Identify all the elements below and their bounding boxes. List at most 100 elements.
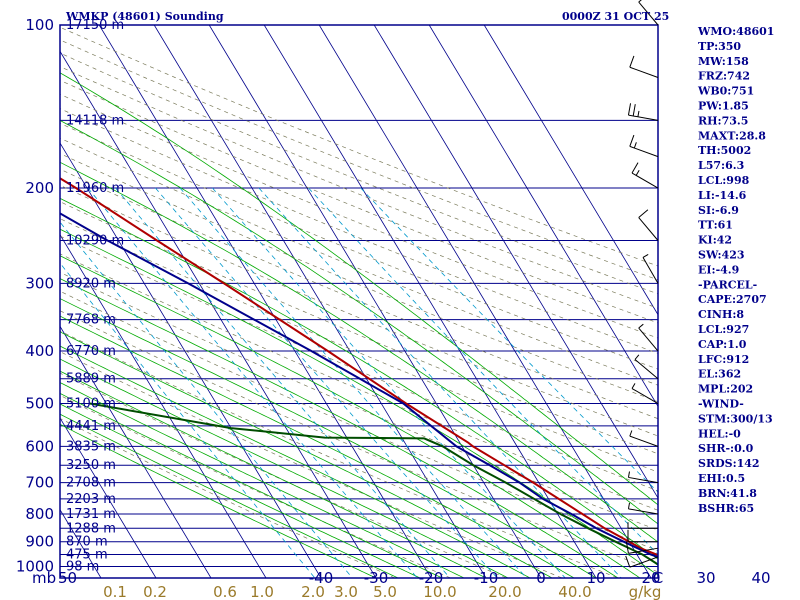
height-label: 14118 m	[66, 113, 124, 128]
wind-barb	[627, 471, 659, 484]
index-item: SHR-:0.0	[698, 442, 754, 455]
wind-barb	[638, 209, 659, 241]
mixing-ratio-unit: g/kg	[629, 583, 662, 600]
index-item: TH:5002	[698, 144, 751, 157]
index-item: BSHR:65	[698, 502, 754, 515]
wind-barb	[638, 323, 659, 352]
mixing-ratio-line	[212, 187, 566, 578]
wind-barb	[629, 430, 659, 447]
mixing-ratio-line	[115, 187, 451, 578]
sounding-profiles	[60, 177, 658, 566]
dry-adiabat	[60, 201, 658, 455]
index-item: MAXT:28.8	[698, 129, 766, 142]
moist-adiabat	[60, 120, 658, 525]
index-item: TT:61	[698, 219, 733, 232]
height-label: 5100 m	[66, 397, 116, 412]
mixing-ratio-line	[308, 187, 658, 555]
moist-adiabat	[60, 403, 421, 578]
plot-frame	[59, 24, 659, 579]
mixing-ratio-label: 1.0	[250, 583, 274, 600]
moist-adiabat	[60, 423, 377, 578]
mixing-ratio-label: 0.1	[103, 583, 127, 600]
dry-adiabat	[60, 122, 658, 370]
index-item: HEL:-0	[698, 427, 741, 440]
top-height-label: 17150 m	[66, 18, 124, 33]
mixing-ratio-label: 0.6	[213, 583, 237, 600]
height-label: 475 m	[66, 547, 108, 562]
moist-adiabat	[60, 72, 658, 506]
stability-indices: WMO:48601 TP:350 MW:158 FRZ:742 WB0:751 PW:1.…	[697, 25, 774, 515]
index-item: EI:-4.9	[698, 263, 739, 276]
dry-adiabat	[60, 153, 658, 403]
index-item: BRN:41.8	[698, 487, 757, 500]
index-item: EHI:0.5	[698, 472, 745, 485]
dry-adiabat	[60, 310, 658, 573]
index-item: CAP:1.0	[698, 338, 747, 351]
isotherm-line	[60, 233, 267, 578]
temperature-tick-label: 40	[751, 569, 770, 587]
height-label: 1731 m	[66, 507, 116, 522]
wind-barb	[638, 0, 659, 26]
wind-barb	[634, 354, 659, 380]
pressure-tick-label: 300	[25, 274, 54, 292]
pressure-unit-label: mb	[32, 569, 56, 587]
height-label: 98 m	[66, 560, 99, 575]
isotherm-line	[373, 25, 658, 499]
isotherm-line	[483, 25, 658, 316]
mixing-ratio-label: 3.0	[334, 583, 358, 600]
wind-barb	[627, 522, 658, 529]
pressure-tick-label: 700	[25, 474, 54, 492]
isotherm-line	[60, 142, 322, 578]
pressure-tick-label: 900	[25, 533, 54, 551]
temperature-tick-label: -40	[309, 569, 334, 587]
wind-barb	[627, 103, 659, 121]
isotherm-line	[208, 25, 542, 578]
wind-barb	[627, 529, 658, 543]
isotherm-line	[428, 25, 658, 408]
index-item: STM:300/13	[698, 412, 773, 425]
station-title: WMKP (48601) Sounding	[65, 10, 224, 23]
height-label: 5889 m	[66, 372, 116, 387]
isotherm-line	[60, 325, 212, 578]
height-label: 3250 m	[66, 458, 116, 473]
moist-adiabat	[60, 392, 443, 578]
index-item: FRZ:742	[698, 70, 750, 83]
pressure-tick-label: 500	[25, 395, 54, 413]
dewpoint-profile-line	[89, 402, 658, 566]
mixing-ratio-label: 20.0	[488, 583, 521, 600]
index-item: CAPE:2707	[698, 293, 767, 306]
pressure-tick-label: 100	[25, 16, 54, 34]
height-label: 8920 m	[66, 276, 116, 291]
wind-barb	[627, 502, 659, 515]
wind-barb	[642, 253, 659, 284]
moist-adiabat	[60, 345, 531, 578]
height-label: 10290 m	[66, 233, 124, 248]
wind-barb	[625, 555, 659, 568]
wind-barb	[631, 162, 659, 189]
height-label: 870 m	[66, 535, 108, 550]
mixing-ratio-line	[155, 187, 498, 578]
index-item: RH:73.5	[698, 114, 748, 127]
height-label: 2708 m	[66, 476, 116, 491]
index-item: PW:1.85	[698, 100, 749, 113]
moist-adiabat	[60, 228, 658, 576]
index-item: SRDS:142	[698, 457, 760, 470]
dry-adiabat	[60, 108, 658, 354]
wind-barb	[629, 134, 659, 158]
moist-adiabat	[60, 370, 487, 578]
index-item: -PARCEL-	[698, 278, 757, 291]
dry-adiabat	[60, 184, 658, 437]
index-item: LCL:927	[698, 323, 749, 336]
index-item: WB0:751	[697, 85, 754, 98]
moist-adiabat	[60, 161, 658, 543]
moist-adiabat	[60, 298, 597, 578]
dry-adiabat	[60, 351, 563, 578]
dry-adiabat	[60, 137, 658, 386]
mixing-ratio-label: 5.0	[373, 583, 397, 600]
mixing-ratio-line	[360, 187, 658, 493]
index-item: -WIND-	[698, 398, 744, 411]
index-item: TP:350	[698, 40, 741, 53]
pressure-tick-label: 600	[25, 437, 54, 455]
moist-adiabat	[60, 255, 641, 578]
